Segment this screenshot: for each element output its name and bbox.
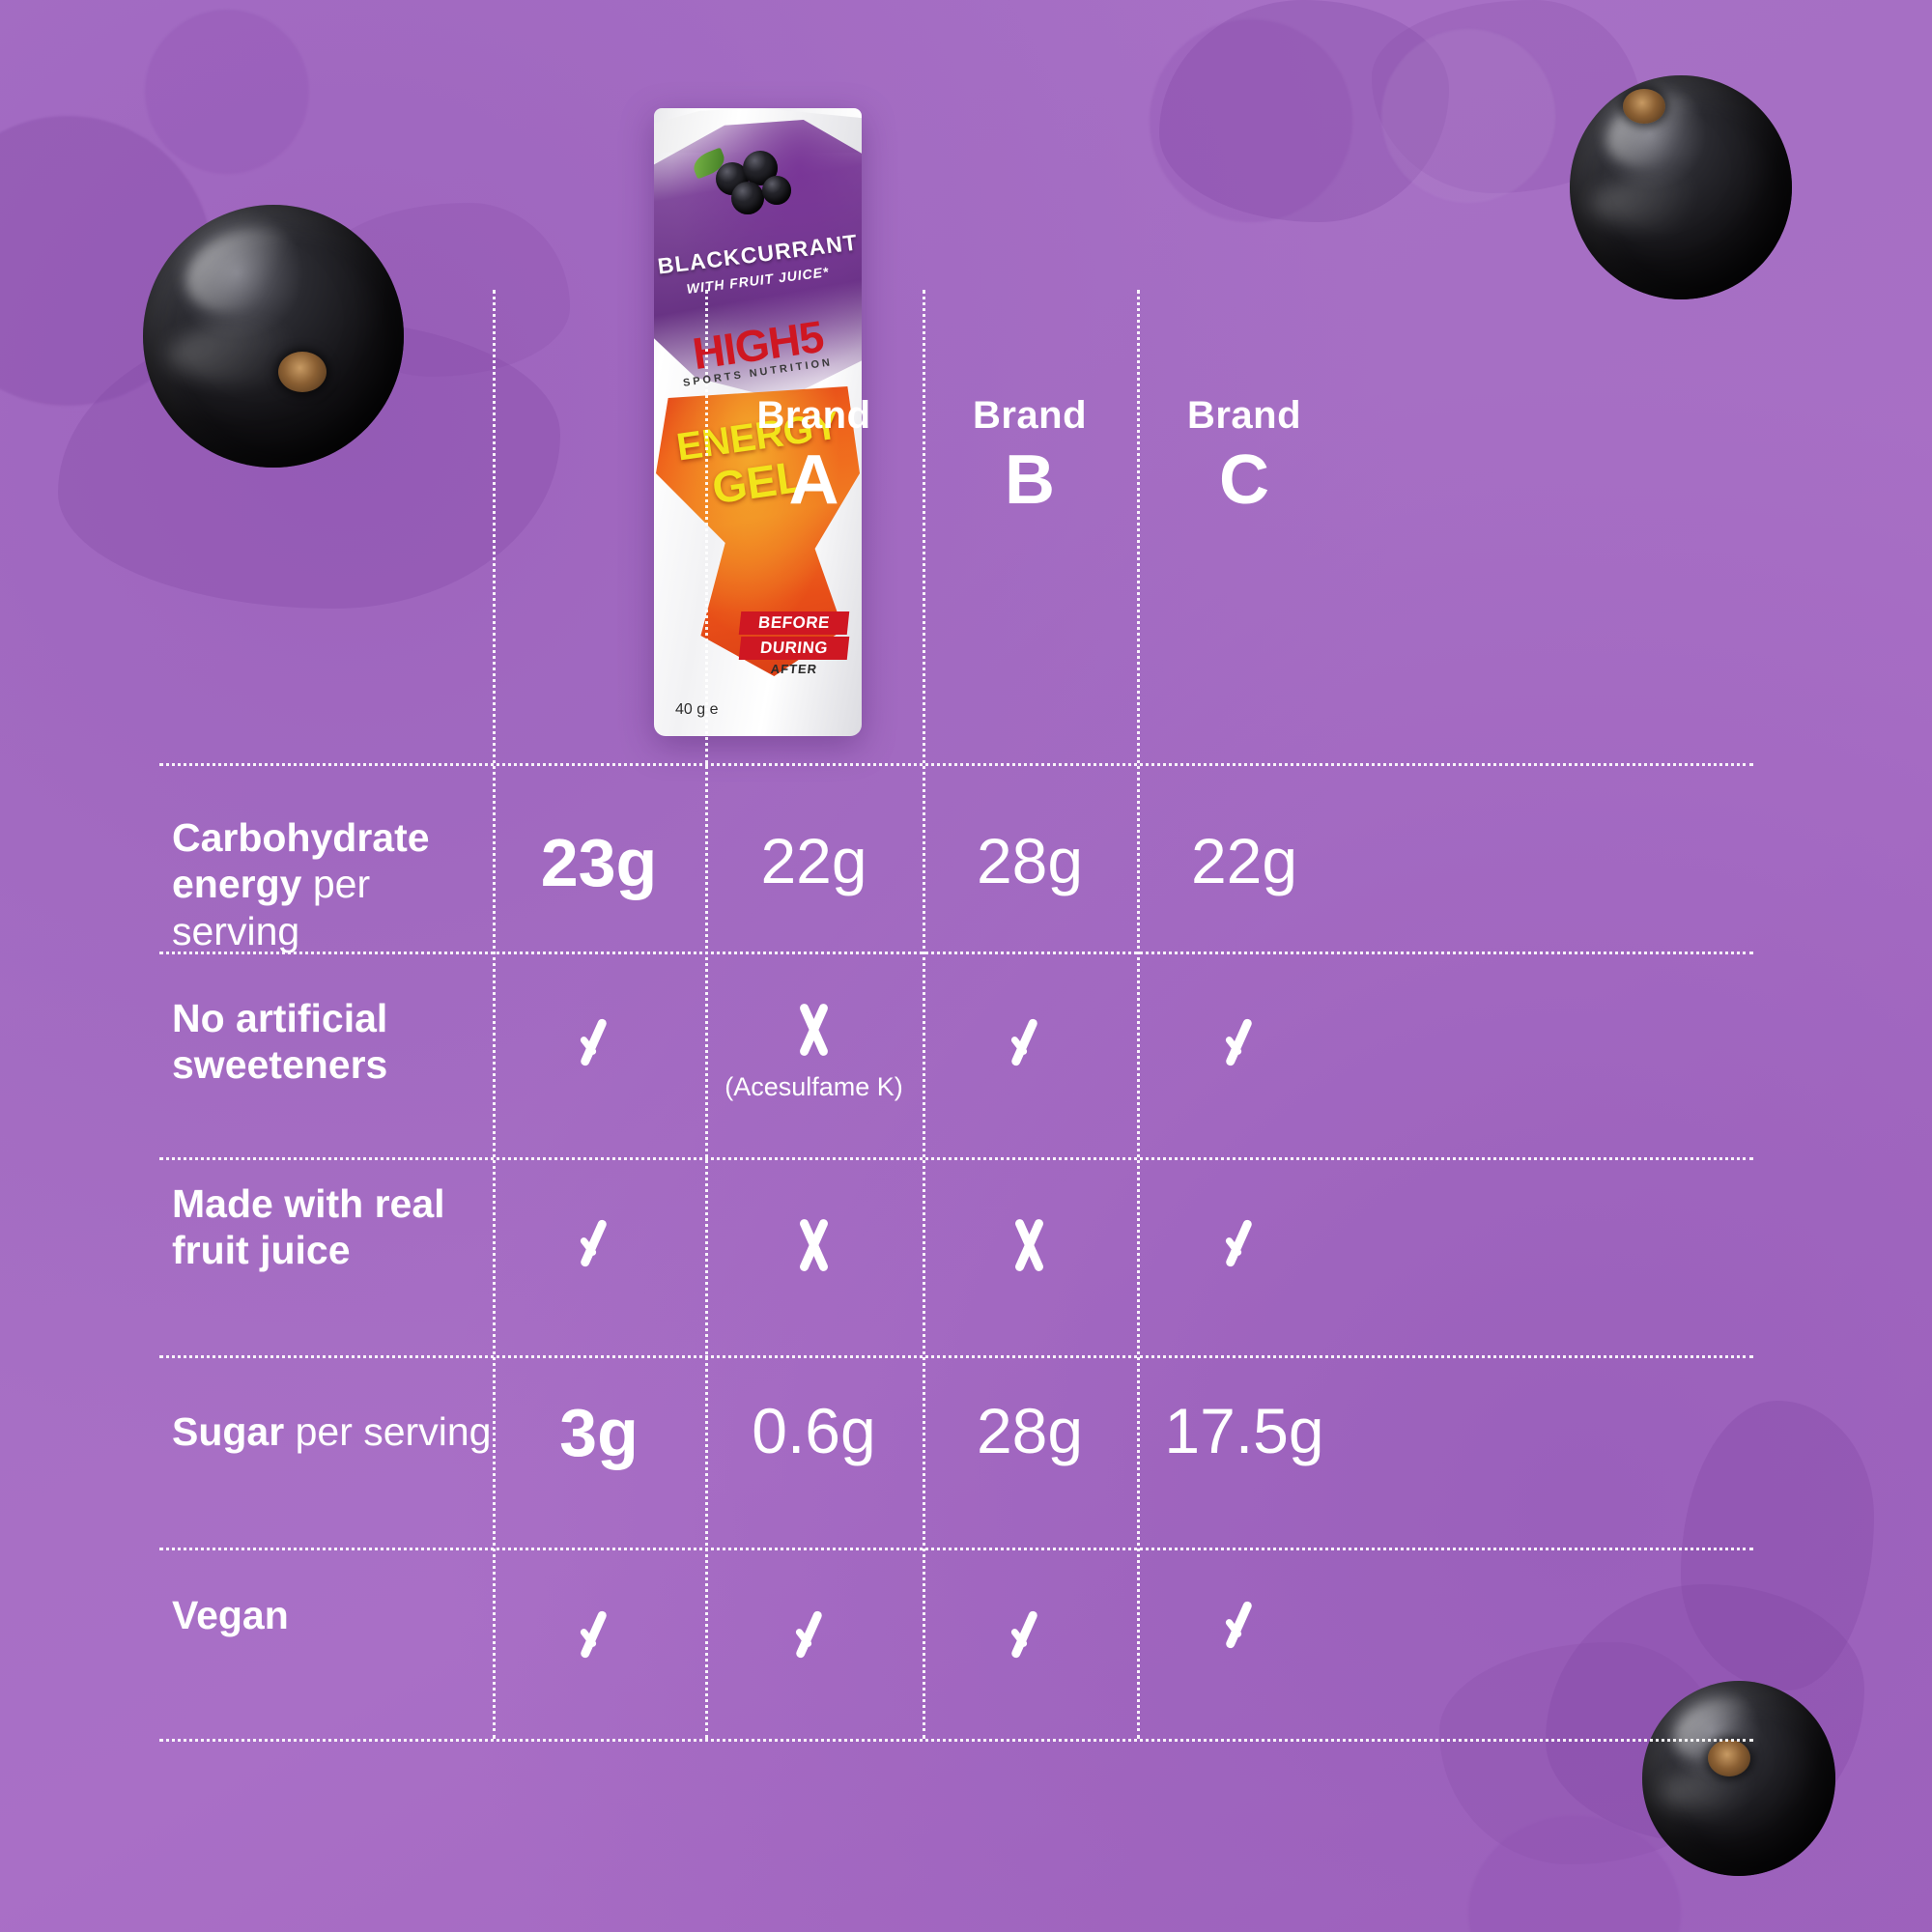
row-label-bold: No artificial sweeteners xyxy=(172,996,388,1088)
blackcurrant-cluster-icon xyxy=(687,145,803,216)
column-header-brand-a: Brand A xyxy=(705,396,923,518)
berry-highlight xyxy=(1662,1770,1774,1814)
check-icon xyxy=(1003,1602,1057,1669)
cell-sugar-brand-a: 0.6g xyxy=(705,1399,923,1463)
row-label-bold: Made with real fruit juice xyxy=(172,1181,445,1273)
check-icon xyxy=(1217,1592,1271,1660)
cross-icon xyxy=(789,1000,839,1060)
cross-icon xyxy=(789,1215,839,1275)
row-label-made-with-real-fruit-juice: Made with real fruit juice xyxy=(172,1180,500,1274)
brand-a-word: Brand xyxy=(756,394,871,437)
column-header-brand-c: Brand C xyxy=(1137,396,1351,518)
cell-carbohydrate-brand-c: 22g xyxy=(1137,829,1351,893)
cell-fruitjuice-brand-c xyxy=(1137,1210,1351,1283)
check-icon xyxy=(572,1602,626,1669)
cell-value: 22g xyxy=(760,825,867,896)
cell-value: 3g xyxy=(559,1395,639,1470)
cell-sweeteners-high5 xyxy=(493,1009,705,1082)
row-label-carbohydrate-energy: Carbohydrate energy per serving xyxy=(172,814,491,954)
row-label-bold: Vegan xyxy=(172,1593,289,1637)
row-label-sugar: Sugar per serving xyxy=(172,1408,500,1455)
check-icon xyxy=(1217,1009,1271,1077)
cell-fruitjuice-high5 xyxy=(493,1210,705,1283)
cell-fruitjuice-brand-a xyxy=(705,1215,923,1280)
cell-carbohydrate-brand-a: 22g xyxy=(705,829,923,893)
brand-a-letter: A xyxy=(788,441,839,519)
decorative-blob xyxy=(1381,29,1555,203)
cross-icon xyxy=(1005,1215,1055,1275)
cell-carbohydrate-high5: 23g xyxy=(493,829,705,896)
cell-sweeteners-brand-b xyxy=(923,1009,1137,1082)
row-label-vegan: Vegan xyxy=(172,1592,500,1638)
column-divider xyxy=(493,290,496,1739)
check-icon xyxy=(572,1210,626,1278)
berry-dot xyxy=(762,176,791,205)
berry-calyx xyxy=(1623,88,1666,124)
brand-b-letter: B xyxy=(1005,441,1055,519)
cell-sugar-brand-b: 28g xyxy=(923,1399,1137,1463)
check-icon xyxy=(1003,1009,1057,1077)
cell-value: 17.5g xyxy=(1164,1395,1324,1466)
blackcurrant-berry xyxy=(143,205,404,468)
cell-vegan-high5 xyxy=(493,1602,705,1674)
row-label-bold: Sugar xyxy=(172,1409,285,1454)
blackcurrant-berry xyxy=(1570,75,1792,299)
decorative-blob xyxy=(1150,19,1352,222)
cell-vegan-brand-b xyxy=(923,1602,1137,1674)
cell-value: 28g xyxy=(976,825,1084,896)
decorative-blob xyxy=(145,10,309,174)
cell-sugar-high5: 3g xyxy=(493,1399,705,1466)
row-divider xyxy=(159,1548,1753,1550)
column-header-brand-b: Brand B xyxy=(923,396,1137,518)
berry-calyx xyxy=(278,352,327,393)
berry-dot xyxy=(731,182,764,214)
column-divider xyxy=(705,290,708,1739)
cell-note-acesulfame: (Acesulfame K) xyxy=(724,1072,903,1101)
cell-value: 28g xyxy=(976,1395,1084,1466)
row-divider xyxy=(159,1157,1753,1160)
decorative-splash xyxy=(1681,1401,1874,1690)
blackcurrant-berry xyxy=(1642,1681,1835,1876)
column-divider xyxy=(1137,290,1140,1739)
row-divider xyxy=(159,763,1753,766)
check-icon xyxy=(572,1009,626,1077)
row-divider xyxy=(159,1739,1753,1742)
brand-b-word: Brand xyxy=(972,394,1088,437)
decorative-splash xyxy=(1159,0,1449,222)
column-divider xyxy=(923,290,925,1739)
cell-value: 22g xyxy=(1190,825,1298,896)
row-label-bold: Carbohydrate energy xyxy=(172,815,430,907)
cell-value: 23g xyxy=(540,825,658,900)
check-icon xyxy=(1217,1210,1271,1278)
berry-highlight xyxy=(1592,178,1721,228)
row-divider xyxy=(159,952,1753,954)
cell-fruitjuice-brand-b xyxy=(923,1215,1137,1280)
row-label-light: per serving xyxy=(172,862,371,953)
cell-sweeteners-brand-a: (Acesulfame K) xyxy=(705,1000,923,1102)
brand-c-word: Brand xyxy=(1186,394,1302,437)
berry-calyx xyxy=(1708,1739,1750,1776)
product-sachet-high5-energy-gel: BLACKCURRANT WITH FRUIT JUICE* HIGH5 SPO… xyxy=(654,108,862,736)
cell-sweeteners-brand-c xyxy=(1137,1009,1351,1082)
row-label-no-artificial-sweeteners: No artificial sweeteners xyxy=(172,995,491,1089)
row-divider xyxy=(159,1355,1753,1358)
cell-vegan-brand-a xyxy=(705,1602,923,1674)
cell-carbohydrate-brand-b: 28g xyxy=(923,829,1137,893)
check-icon xyxy=(787,1602,841,1669)
brand-c-letter: C xyxy=(1219,441,1269,519)
row-label-light: per serving xyxy=(295,1409,492,1454)
cell-value: 0.6g xyxy=(752,1395,876,1466)
cell-sugar-brand-c: 17.5g xyxy=(1137,1399,1351,1463)
cell-vegan-brand-c xyxy=(1137,1592,1351,1664)
